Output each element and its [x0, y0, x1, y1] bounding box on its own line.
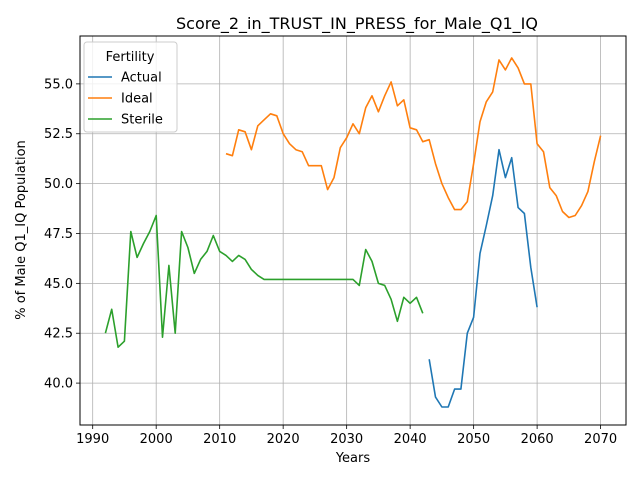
y-tick-label: 42.5 [44, 327, 73, 342]
y-tick-label: 50.0 [44, 177, 73, 192]
legend-box [83, 41, 178, 133]
legend-title: Fertility [106, 50, 155, 65]
series-line-ideal [225, 57, 602, 219]
series-line-actual [428, 148, 538, 408]
y-tick-label: 45.0 [44, 277, 73, 292]
y-tick-label: 52.5 [44, 127, 73, 142]
x-tick-label: 2060 [521, 432, 554, 447]
legend: Fertility Actual Ideal Sterile [83, 41, 178, 133]
y-axis-label: % of Male Q1_IQ Population [14, 140, 29, 320]
x-axis-ticks: 1990 2000 2010 2020 2030 2040 2050 2060 2070 [76, 425, 617, 447]
legend-items: Actual Ideal Sterile [88, 71, 163, 128]
y-tick-label: 55.0 [44, 77, 73, 92]
x-tick-label: 2030 [330, 432, 363, 447]
y-tick-label: 40.0 [44, 377, 73, 392]
x-tick-label: 2070 [584, 432, 617, 447]
grid-lines [80, 36, 626, 425]
legend-label-ideal: Ideal [121, 92, 153, 107]
x-tick-label: 2050 [457, 432, 490, 447]
x-tick-label: 2000 [140, 432, 173, 447]
plot-frame [79, 35, 627, 426]
x-tick-label: 1990 [76, 432, 109, 447]
series-line-sterile [104, 214, 424, 349]
y-tick-label: 47.5 [44, 227, 73, 242]
chart-title: Score_2_in_TRUST_IN_PRESS_for_Male_Q1_IQ [176, 14, 538, 34]
legend-label-sterile: Sterile [121, 113, 163, 128]
x-axis-label: Years [335, 451, 371, 466]
y-axis-ticks: 40.0 42.5 45.0 47.5 50.0 52.5 55.0 [44, 77, 80, 392]
series-lines [104, 57, 602, 408]
x-tick-label: 2020 [267, 432, 300, 447]
x-tick-label: 2040 [394, 432, 427, 447]
legend-label-actual: Actual [121, 71, 162, 86]
x-tick-label: 2010 [203, 432, 236, 447]
